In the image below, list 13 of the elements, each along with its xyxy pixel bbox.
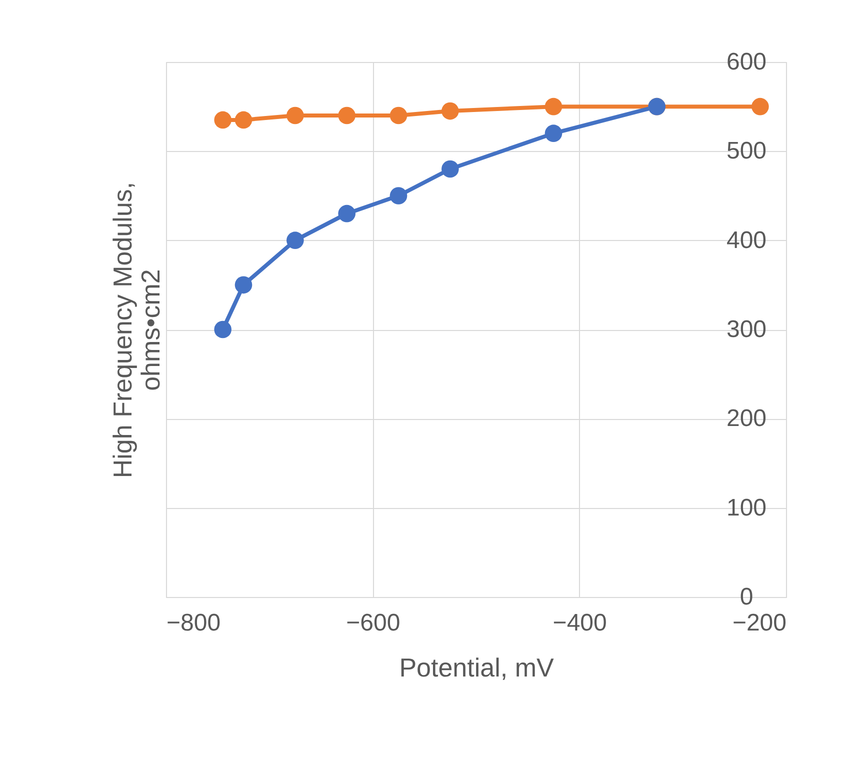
y-tick-label: 100 bbox=[726, 494, 767, 522]
y-tick-label: 300 bbox=[726, 316, 767, 343]
y-tick-label: 600 bbox=[726, 48, 767, 76]
y-tick-label: 500 bbox=[726, 138, 767, 165]
x-axis-title: Potential, mV bbox=[399, 652, 554, 682]
y-axis-title: High Frequency Modulus, ohms•cm2 bbox=[108, 182, 166, 478]
x-tick-label: −200 bbox=[732, 610, 786, 636]
y-tick-label: 0 bbox=[740, 584, 754, 610]
x-tick-label: −800 bbox=[166, 610, 221, 636]
x-tick-label: −400 bbox=[552, 610, 607, 636]
y-tick-label: 200 bbox=[726, 405, 767, 432]
x-tick-label: −600 bbox=[346, 610, 400, 636]
y-tick-label: 400 bbox=[726, 226, 767, 254]
